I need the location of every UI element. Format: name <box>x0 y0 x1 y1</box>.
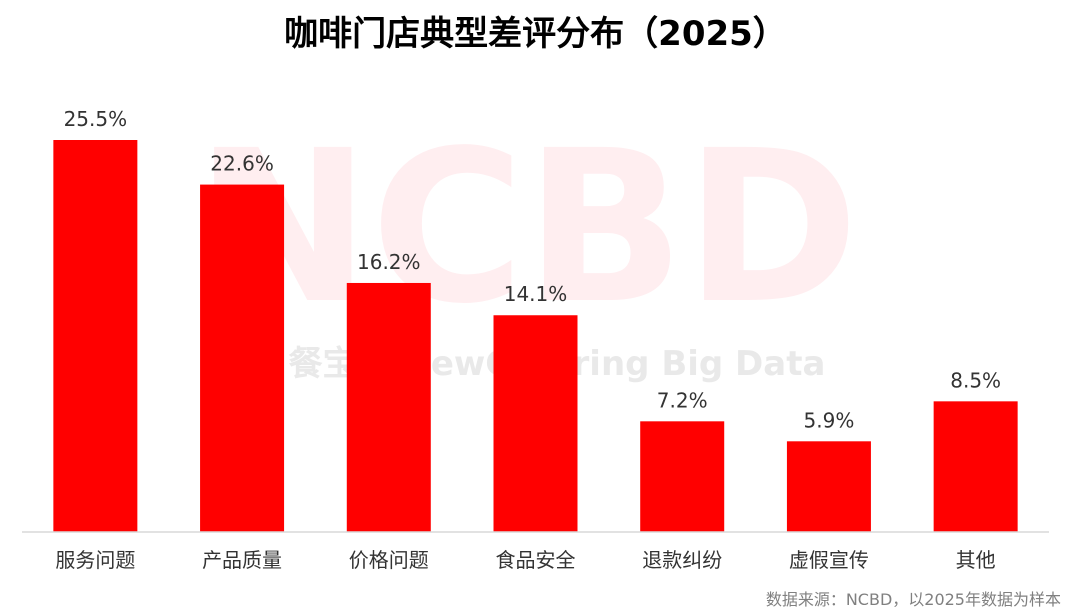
bar-5 <box>640 421 725 532</box>
bar-2 <box>200 184 285 533</box>
x-tick-label-5: 退款纠纷 <box>642 548 722 572</box>
bar-7 <box>933 401 1018 532</box>
source-note: 数据来源：NCBD，以2025年数据为样本 <box>765 590 1061 609</box>
watermark-main: NCBD <box>195 105 859 350</box>
bar-chart: NCBD 餐宝典 NewCatering Big Data 25.5% 22.6%… <box>22 105 1049 572</box>
value-label-1: 25.5% <box>64 107 128 131</box>
bar-6 <box>786 441 871 532</box>
value-label-7: 8.5% <box>950 368 1001 392</box>
watermark: NCBD 餐宝典 NewCatering Big Data <box>195 105 859 384</box>
x-tick-label-3: 价格问题 <box>349 548 429 572</box>
chart-title: 咖啡门店典型差评分布（2025） <box>284 14 787 54</box>
x-tick-label-4: 食品安全 <box>496 548 576 572</box>
value-label-4: 14.1% <box>504 282 568 306</box>
bar-3 <box>346 282 431 532</box>
x-tick-label-2: 产品质量 <box>202 548 282 572</box>
value-label-2: 22.6% <box>210 152 274 176</box>
x-tick-labels-group: 服务问题 产品质量 价格问题 食品安全 退款纠纷 虚假宣传 其他 <box>55 548 995 572</box>
bar-1 <box>53 140 138 532</box>
x-tick-label-7: 其他 <box>956 548 996 572</box>
value-labels-group: 25.5% 22.6% 16.2% 14.1% 7.2% 5.9% 8.5% <box>64 107 1001 432</box>
value-label-5: 7.2% <box>657 388 708 412</box>
bar-4 <box>493 315 578 532</box>
bars-group <box>53 140 1018 533</box>
value-label-6: 5.9% <box>804 408 855 432</box>
value-label-3: 16.2% <box>357 250 421 274</box>
x-tick-label-6: 虚假宣传 <box>789 548 869 572</box>
x-tick-label-1: 服务问题 <box>55 548 135 572</box>
